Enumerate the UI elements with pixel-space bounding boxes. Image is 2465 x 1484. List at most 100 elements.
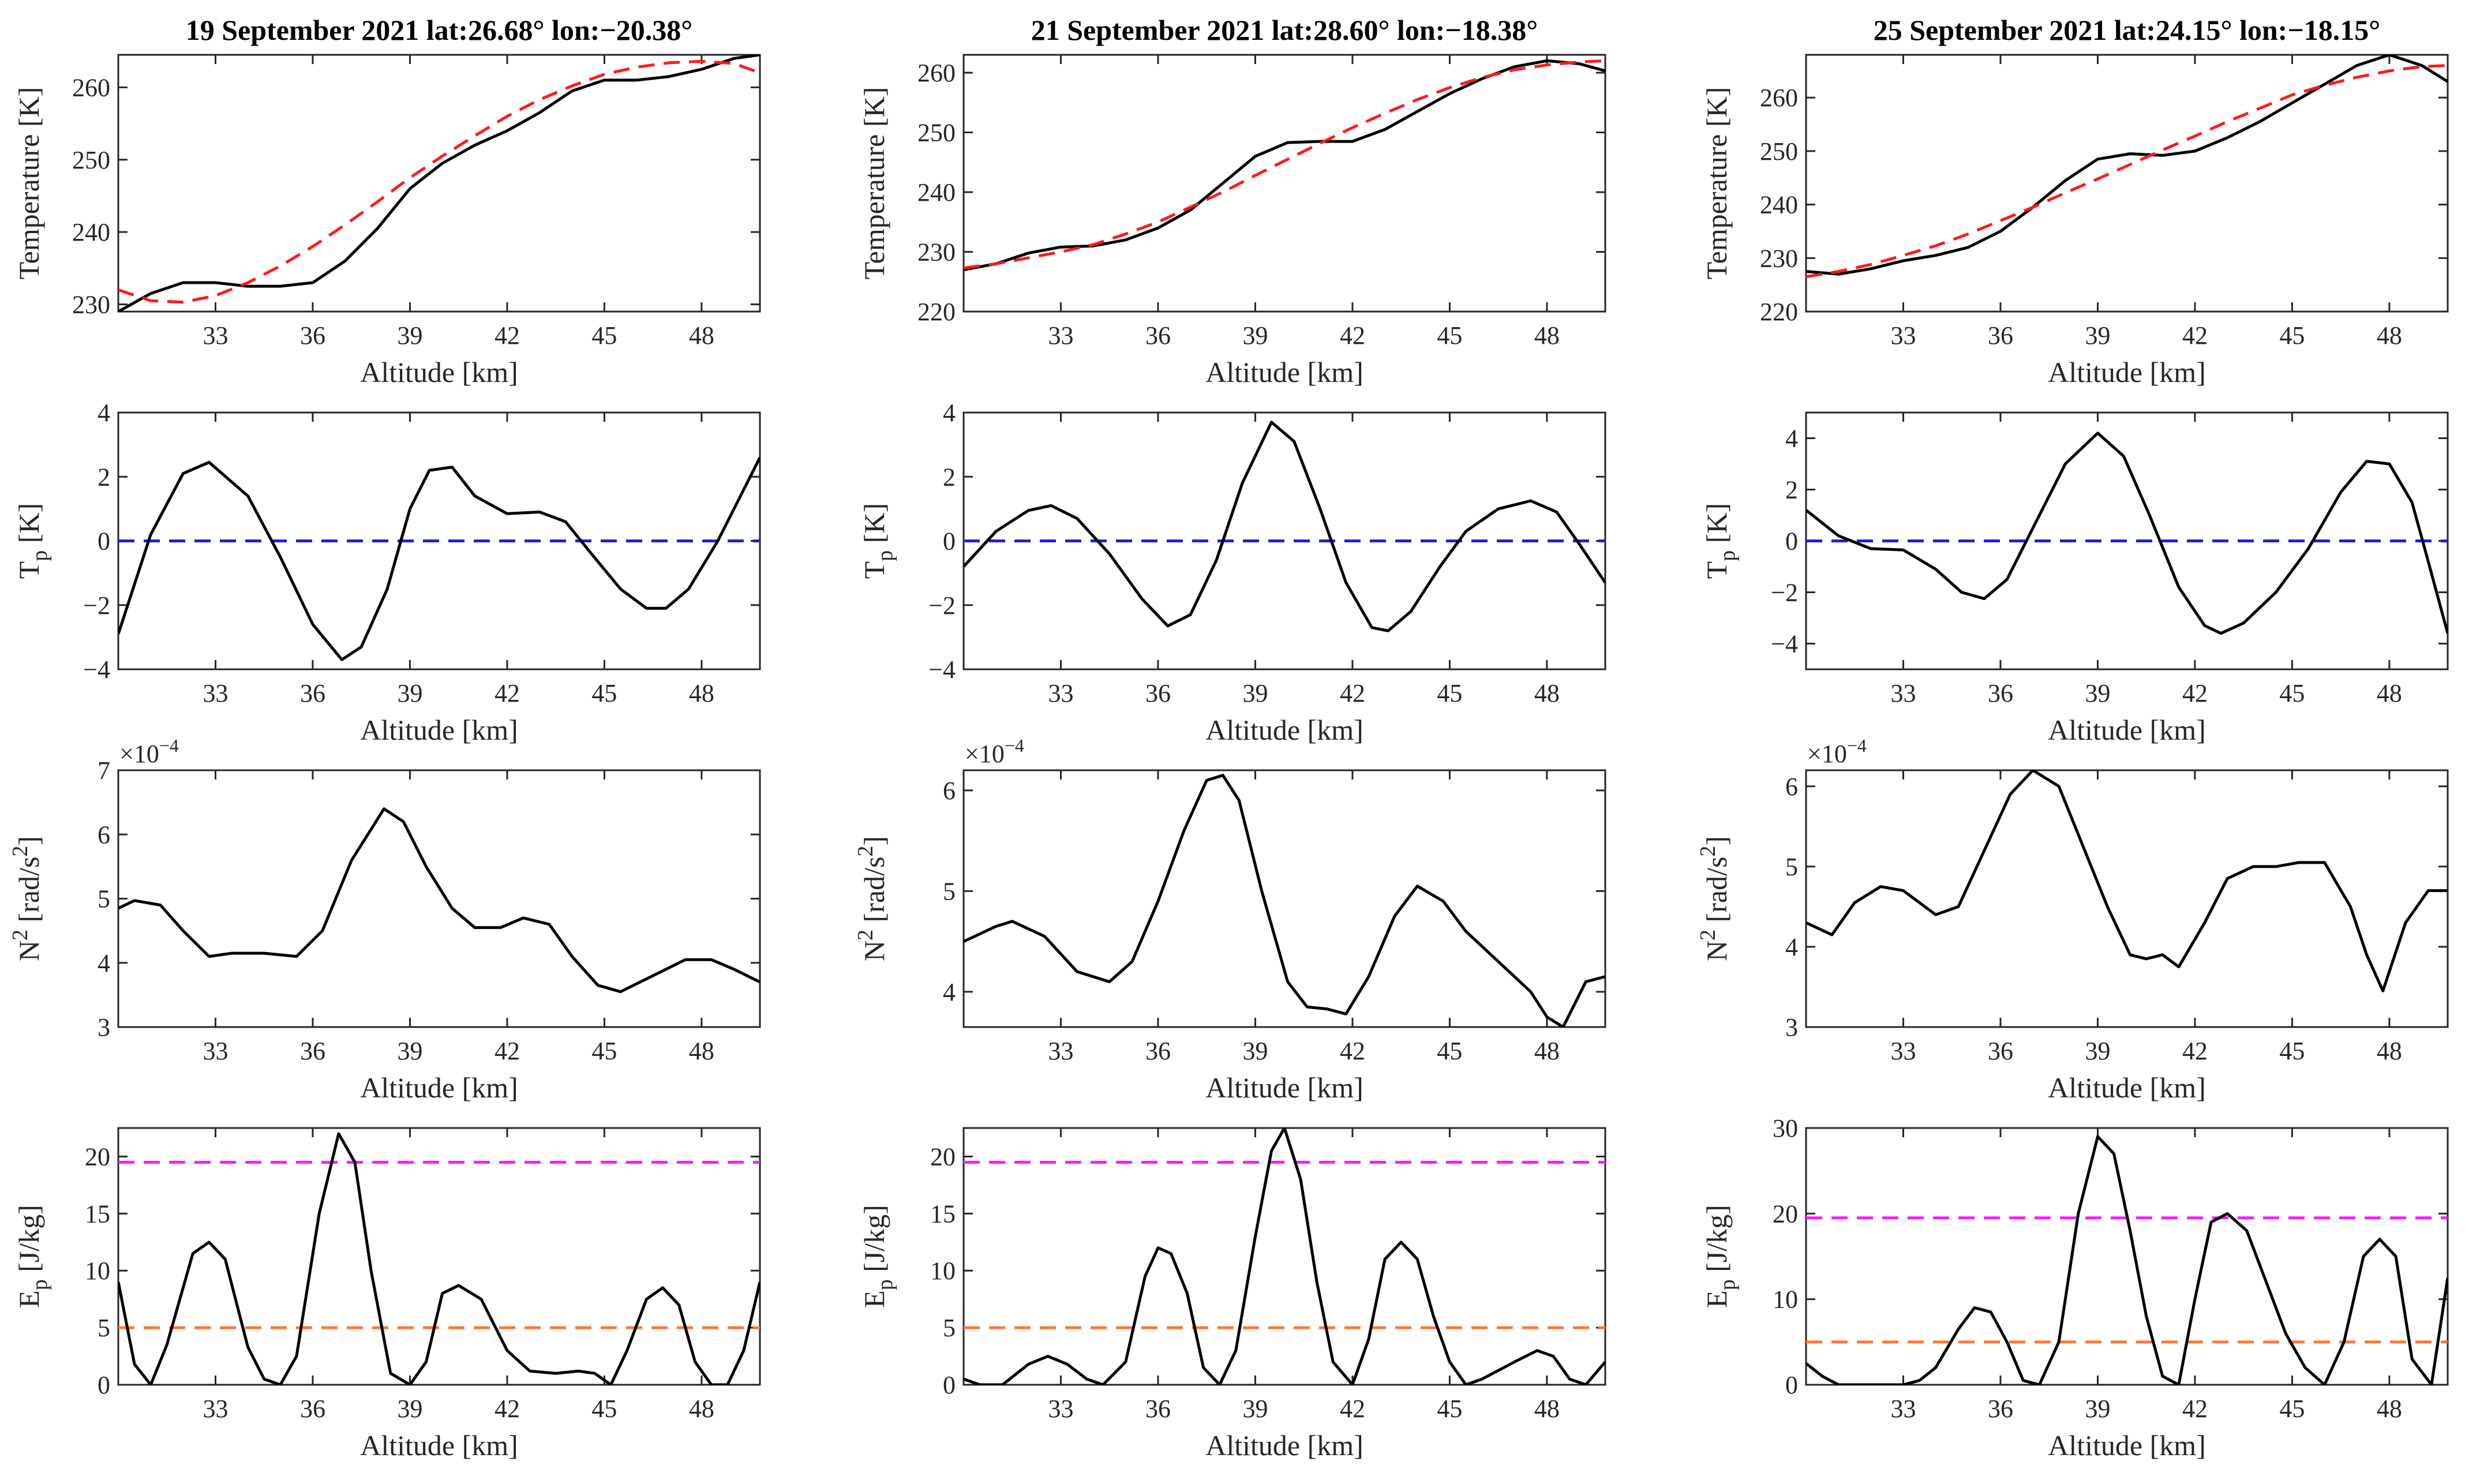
y-tick-label: 2 — [943, 463, 956, 491]
plot-frame — [117, 1127, 761, 1386]
x-tick-label: 36 — [300, 1037, 325, 1065]
x-tick-label: 48 — [2377, 1037, 2402, 1065]
plot-frame — [962, 769, 1606, 1028]
x-tick-label: 36 — [1988, 1395, 2013, 1423]
y-tick-label: 0 — [98, 527, 110, 556]
panel-r0-c1: 33 36 39 42 45 48 220 230 240 250 260 Altitude [km]… — [858, 14, 1606, 388]
series-line-observed — [1806, 1135, 2448, 1385]
x-tick-label: 36 — [300, 679, 325, 707]
y-tick-label: 260 — [1760, 84, 1798, 112]
x-tick-label: 45 — [2279, 679, 2305, 707]
y-tick-label: 15 — [85, 1200, 110, 1228]
y-tick-label: 240 — [72, 218, 110, 246]
y-axis-label-group: N2 [rad/s2] — [1696, 836, 1733, 961]
y-tick-label: 0 — [1785, 1371, 1798, 1399]
x-tick-label: 39 — [397, 1037, 422, 1065]
y-tick-label: 0 — [1785, 527, 1798, 556]
x-tick-label: 33 — [1048, 679, 1073, 707]
x-tick-label: 48 — [1534, 1037, 1560, 1065]
x-tick-label: 36 — [300, 1395, 325, 1423]
series-line-fit — [964, 59, 1605, 269]
x-tick-label: 45 — [591, 679, 617, 707]
panel-r0-c2: 33 36 39 42 45 48 220 230 240 250 260 Altitude [km]… — [1700, 14, 2449, 388]
x-axis-label: Altitude [km] — [1205, 1071, 1363, 1104]
x-tick-label: 33 — [1048, 321, 1073, 350]
plot-frame — [117, 769, 761, 1028]
series-line-observed — [118, 456, 760, 661]
y-tick-label: −2 — [83, 591, 110, 620]
x-tick-label: 33 — [1048, 1037, 1073, 1065]
plot-frame — [117, 54, 761, 313]
y-scale-note: ×10−4 — [119, 735, 179, 768]
x-tick-label: 33 — [1890, 321, 1916, 350]
y-tick-label: 30 — [1773, 1114, 1798, 1142]
series-line-observed — [964, 421, 1605, 632]
x-axis-label: Altitude [km] — [2048, 1071, 2206, 1104]
panel-r3-c2: 33 36 39 42 45 48 0 10 20 30 Altitude [km] Ep [J/kg… — [1700, 1114, 2449, 1461]
y-axis-label-group: Temperature [K] — [13, 87, 45, 280]
x-tick-label: 48 — [689, 1395, 714, 1423]
y-axis-label-group: Temperature [K] — [1700, 87, 1733, 280]
x-tick-label: 42 — [1340, 1037, 1365, 1065]
y-tick-label: −4 — [928, 655, 956, 684]
panel-r3-c0: 33 36 39 42 45 48 0 5 10 15 20 Altitude [km] Ep [J/k… — [13, 1127, 761, 1461]
x-tick-label: 42 — [1340, 321, 1365, 350]
panel-title: 21 September 2021 lat:28.60° lon:−18.38° — [1031, 14, 1538, 46]
y-axis-label: Tp [K] — [13, 503, 52, 579]
series-line-observed — [1806, 432, 2448, 635]
x-axis-label: Altitude [km] — [2048, 356, 2206, 388]
y-tick-label: 4 — [943, 399, 956, 427]
y-tick-label: 240 — [1760, 191, 1798, 219]
y-tick-label: 240 — [917, 178, 956, 207]
y-tick-label: 250 — [1760, 137, 1798, 166]
panel-title: 25 September 2021 lat:24.15° lon:−18.15° — [1874, 14, 2381, 46]
series-line-observed — [118, 807, 760, 994]
y-axis-label-group: Tp [K] — [1700, 503, 1740, 579]
y-tick-label: 10 — [85, 1257, 110, 1285]
x-tick-label: 33 — [203, 1037, 228, 1065]
y-axis-label: Tp [K] — [858, 503, 897, 579]
y-tick-label: 20 — [930, 1142, 956, 1171]
y-tick-label: 20 — [1773, 1200, 1798, 1228]
y-tick-label: 5 — [98, 1314, 110, 1342]
y-axis-label: Ep [J/kg] — [858, 1205, 897, 1308]
y-axis-label: Temperature [K] — [13, 87, 45, 280]
y-tick-label: −4 — [83, 655, 110, 684]
y-axis-label: N2 [rad/s2] — [853, 836, 890, 961]
x-tick-label: 42 — [495, 321, 520, 350]
y-axis-label: Tp [K] — [1700, 503, 1740, 579]
y-tick-label: 0 — [98, 1371, 110, 1399]
x-tick-label: 39 — [2085, 1395, 2110, 1423]
x-tick-label: 33 — [203, 679, 228, 707]
x-axis-label: Altitude [km] — [360, 356, 518, 388]
y-tick-label: 10 — [930, 1257, 956, 1285]
x-tick-label: 39 — [1242, 1395, 1268, 1423]
plot-frame — [1805, 769, 2449, 1028]
x-tick-label: 39 — [397, 1395, 422, 1423]
x-tick-label: 48 — [1534, 679, 1560, 707]
y-tick-label: 20 — [85, 1142, 110, 1171]
y-axis-label-group: Temperature [K] — [858, 87, 890, 280]
x-tick-label: 45 — [591, 1395, 617, 1423]
y-tick-label: 3 — [98, 1013, 110, 1041]
x-tick-label: 45 — [591, 321, 617, 350]
x-tick-label: 36 — [1145, 679, 1171, 707]
y-tick-label: 230 — [1760, 244, 1798, 272]
x-tick-label: 42 — [495, 679, 520, 707]
x-tick-label: 42 — [495, 1037, 520, 1065]
x-tick-label: 48 — [2377, 321, 2402, 350]
y-axis-label: Ep [J/kg] — [1700, 1205, 1740, 1308]
x-axis-label: Altitude [km] — [1205, 714, 1363, 746]
series-line-observed — [118, 55, 760, 312]
x-tick-label: 36 — [1145, 1037, 1171, 1065]
x-tick-label: 45 — [2279, 1395, 2305, 1423]
series-line-observed — [1806, 770, 2448, 992]
y-tick-label: 230 — [72, 290, 110, 318]
x-tick-label: 45 — [591, 1037, 617, 1065]
plot-frame — [962, 1127, 1606, 1386]
x-tick-label: 45 — [2279, 321, 2305, 350]
x-tick-label: 42 — [2182, 321, 2208, 350]
x-tick-label: 42 — [1340, 1395, 1365, 1423]
